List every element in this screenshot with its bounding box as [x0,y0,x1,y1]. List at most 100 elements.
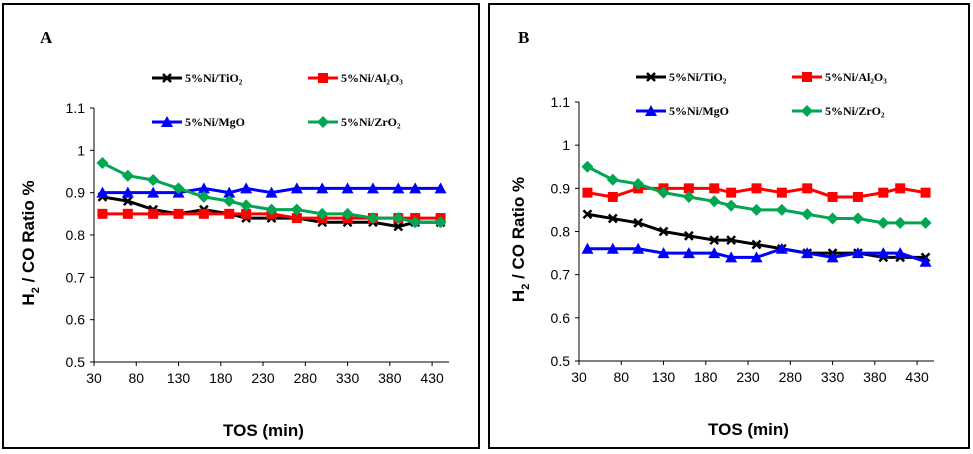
chart-panel-b: B 0.5 0.6 0.7 0.8 0.9 1 1.1 30 80 130 180 230 280 330 3… [488,3,970,449]
data-point [826,212,839,225]
data-point [172,182,185,195]
x-tick-label: 80 [613,369,629,385]
x-tick-label: 230 [251,370,275,386]
legend-entry: 5%Ni/TiO₂ [152,71,243,85]
data-point [852,191,863,202]
data-point [751,183,762,194]
x-tick-label: 280 [779,369,803,385]
data-point [657,186,670,199]
data-point [682,190,695,203]
legend-marker [318,73,328,83]
data-point [290,182,303,194]
y-tick-label: 0.8 [66,227,86,243]
data-point [197,182,210,194]
data-point [341,182,354,194]
data-point [409,182,422,194]
legend-marker [162,73,172,83]
data-point [147,173,160,186]
data-point [801,208,814,221]
legend-label: 5%Ni/TiO₂ [185,71,243,85]
data-point [726,235,737,246]
legend-marker [645,105,657,116]
x-tick-label: 30 [86,370,102,386]
y-tick-label: 0.6 [551,310,571,326]
data-point [366,212,379,225]
x-tick-label: 80 [128,370,144,386]
legend-label: 5%Ni/MgO [669,104,729,118]
x-tick-label: 430 [905,369,929,385]
data-point [97,208,108,219]
data-point [851,247,864,259]
x-tick-label: 380 [378,370,402,386]
data-point [223,195,236,208]
data-point [708,195,721,208]
data-point [878,187,889,198]
x-tick-label: 330 [336,370,360,386]
chart-a-svg: A 0.5 0.6 0.7 0.8 0.9 1 1.1 30 80 130 180 230 280 330 3… [19,28,449,440]
x-tick-label: 330 [821,369,845,385]
x-axis-label: TOS (min) [708,420,789,439]
data-point [894,216,907,229]
data-point [121,169,134,182]
data-point [366,182,379,194]
panel-label: B [518,28,529,47]
data-point [581,242,594,254]
legend-label: 5%Ni/ZrO₂ [341,115,401,129]
data-point [265,203,278,216]
data-point [894,247,907,259]
data-point [725,199,738,212]
y-axis-label: H2 / CO Ratio % [509,177,532,302]
x-tick-label: 180 [694,369,718,385]
x-axis-label: TOS (min) [223,421,304,440]
x-tick-label: 30 [571,369,587,385]
data-point [582,187,593,198]
data-point [851,212,864,225]
y-tick-label: 1 [562,137,570,153]
data-point [775,242,788,254]
data-point [919,255,932,267]
y-tick-label: 0.9 [551,180,571,196]
data-point [147,186,160,198]
legend-label: 5%Ni/MgO [185,115,245,129]
y-tick-label: 0.7 [66,269,86,285]
y-tick-label: 1 [77,142,85,158]
y-tick-label: 0.5 [551,353,571,369]
legend-entry: 5%Ni/MgO [152,115,245,129]
data-point [750,251,763,263]
legend-marker [801,105,813,117]
data-point [632,242,645,254]
data-point [709,235,720,246]
chart-b-svg: B 0.5 0.6 0.7 0.8 0.9 1 1.1 30 80 130 180 230 280 330 3… [509,28,934,439]
data-point [122,208,133,219]
data-point [708,247,721,259]
data-point [290,203,303,216]
data-point [265,186,278,198]
legend-entry: 5%Ni/ZrO₂ [308,115,401,129]
x-tick-label: 130 [167,370,191,386]
data-point [683,230,694,241]
legend-entry: 5%Ni/TiO₂ [636,70,727,84]
data-point [434,182,447,194]
data-point [173,208,184,219]
data-point [291,213,302,224]
data-point [920,187,931,198]
data-point [919,216,932,229]
data-point [877,247,890,259]
data-point [877,216,890,229]
data-point [341,207,354,220]
data-point [393,221,404,232]
data-point [801,247,814,259]
series-group [581,160,932,229]
data-point [197,190,210,203]
data-point [709,183,720,194]
series-group [96,157,447,229]
data-point [607,213,618,224]
legend-label: 5%Ni/Al₂O₃ [341,71,403,85]
y-tick-label: 0.5 [66,354,86,370]
x-tick-label: 230 [736,369,760,385]
legend-label: 5%Ni/TiO₂ [669,70,727,84]
legend-marker [161,116,173,127]
x-tick-label: 280 [294,370,318,386]
data-point [392,212,405,225]
chart-panel-a: A 0.5 0.6 0.7 0.8 0.9 1 1.1 30 80 130 180 230 280 330 3… [2,3,480,449]
